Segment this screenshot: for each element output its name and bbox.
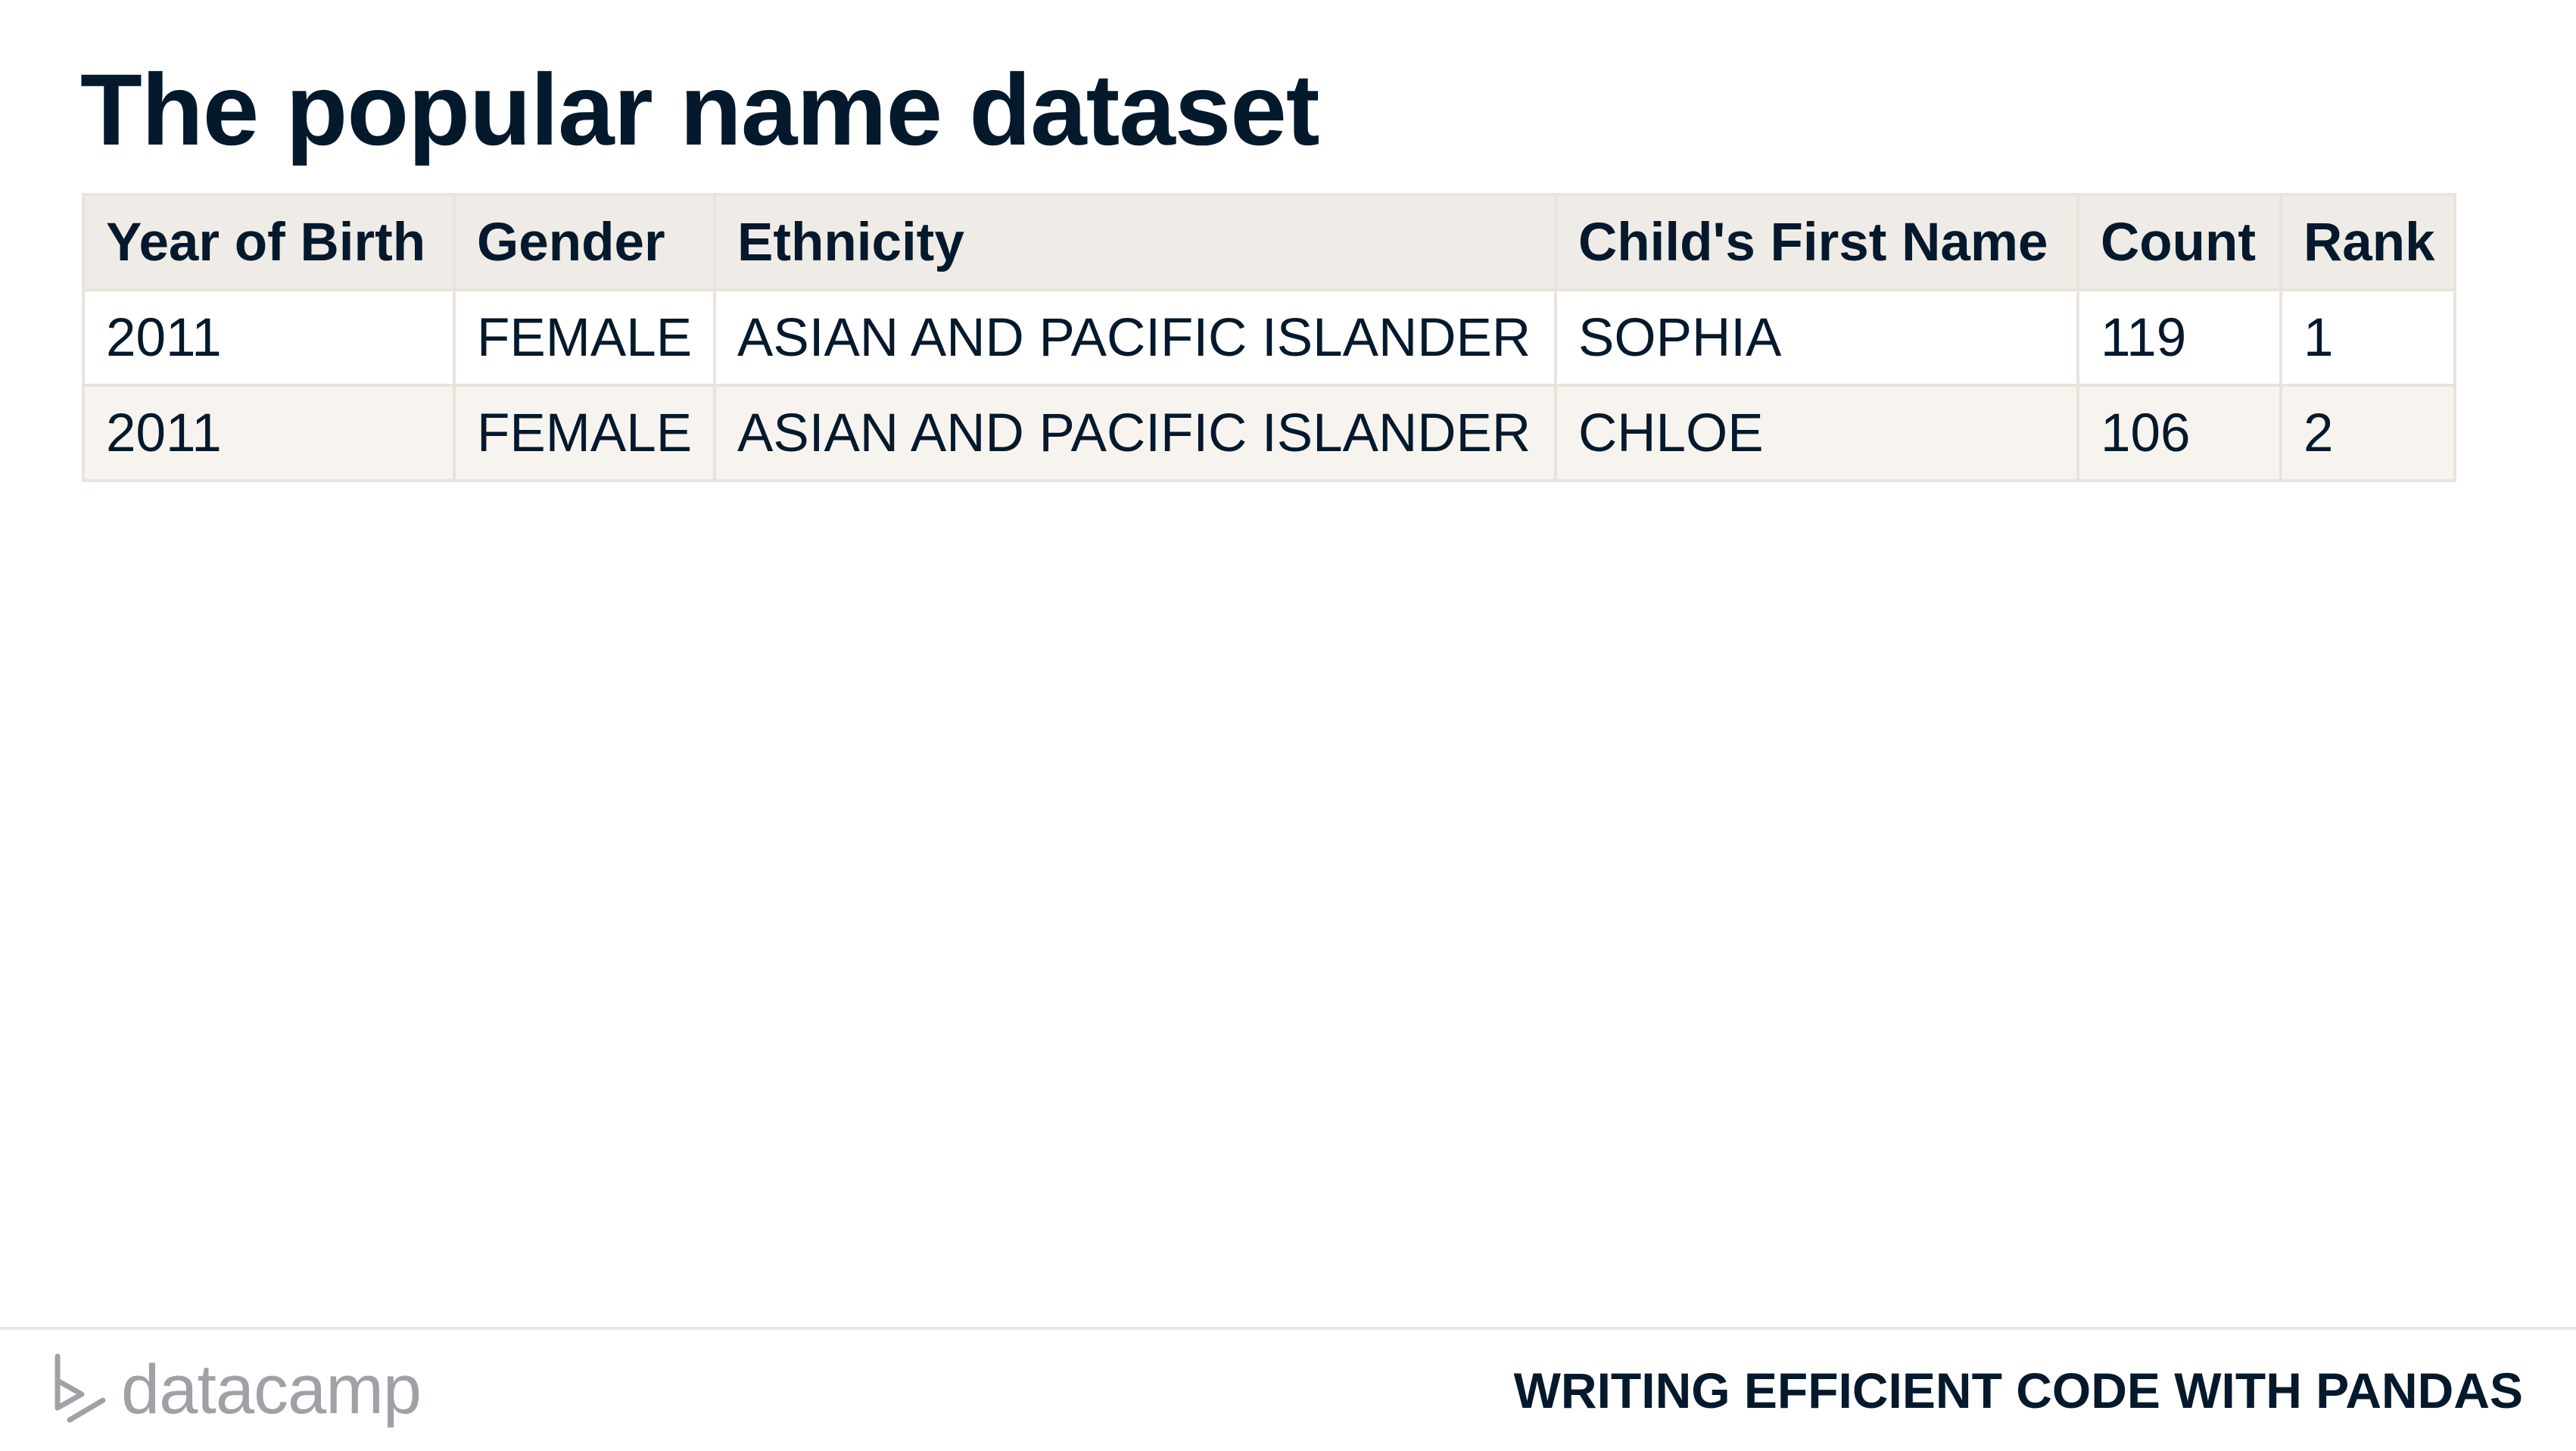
course-title: WRITING EFFICIENT CODE WITH PANDAS [1513, 1362, 2523, 1418]
column-header-count: Count [2076, 193, 2282, 291]
cell-year-of-birth: 2011 [82, 288, 456, 387]
table-header-row: Year of Birth Gender Ethnicity Child's F… [82, 193, 2456, 291]
column-header-gender: Gender [453, 193, 716, 291]
cell-count: 106 [2076, 384, 2282, 482]
column-header-childs-first-name: Child's First Name [1554, 193, 2079, 291]
column-header-year-of-birth: Year of Birth [82, 193, 456, 291]
logo-wordmark: datacamp [121, 1351, 422, 1428]
cell-childs-first-name: CHLOE [1554, 384, 2079, 482]
column-header-rank: Rank [2279, 193, 2456, 291]
table-row: 2011 FEMALE ASIAN AND PACIFIC ISLANDER S… [82, 288, 2456, 387]
cell-ethnicity: ASIAN AND PACIFIC ISLANDER [713, 288, 1557, 387]
cell-count: 119 [2076, 288, 2282, 387]
cell-year-of-birth: 2011 [82, 384, 456, 482]
cell-childs-first-name: SOPHIA [1554, 288, 2079, 387]
table-row: 2011 FEMALE ASIAN AND PACIFIC ISLANDER C… [82, 384, 2456, 482]
cell-ethnicity: ASIAN AND PACIFIC ISLANDER [713, 384, 1557, 482]
cell-rank: 2 [2279, 384, 2456, 482]
cell-gender: FEMALE [453, 288, 716, 387]
slide-title: The popular name dataset [80, 54, 1319, 167]
column-header-ethnicity: Ethnicity [713, 193, 1557, 291]
datacamp-logo: datacamp [53, 1351, 422, 1428]
datacamp-logo-icon [55, 1353, 106, 1423]
footer-divider [0, 1327, 2576, 1330]
cell-gender: FEMALE [453, 384, 716, 482]
cell-rank: 1 [2279, 288, 2456, 387]
dataset-table: Year of Birth Gender Ethnicity Child's F… [82, 193, 2456, 482]
